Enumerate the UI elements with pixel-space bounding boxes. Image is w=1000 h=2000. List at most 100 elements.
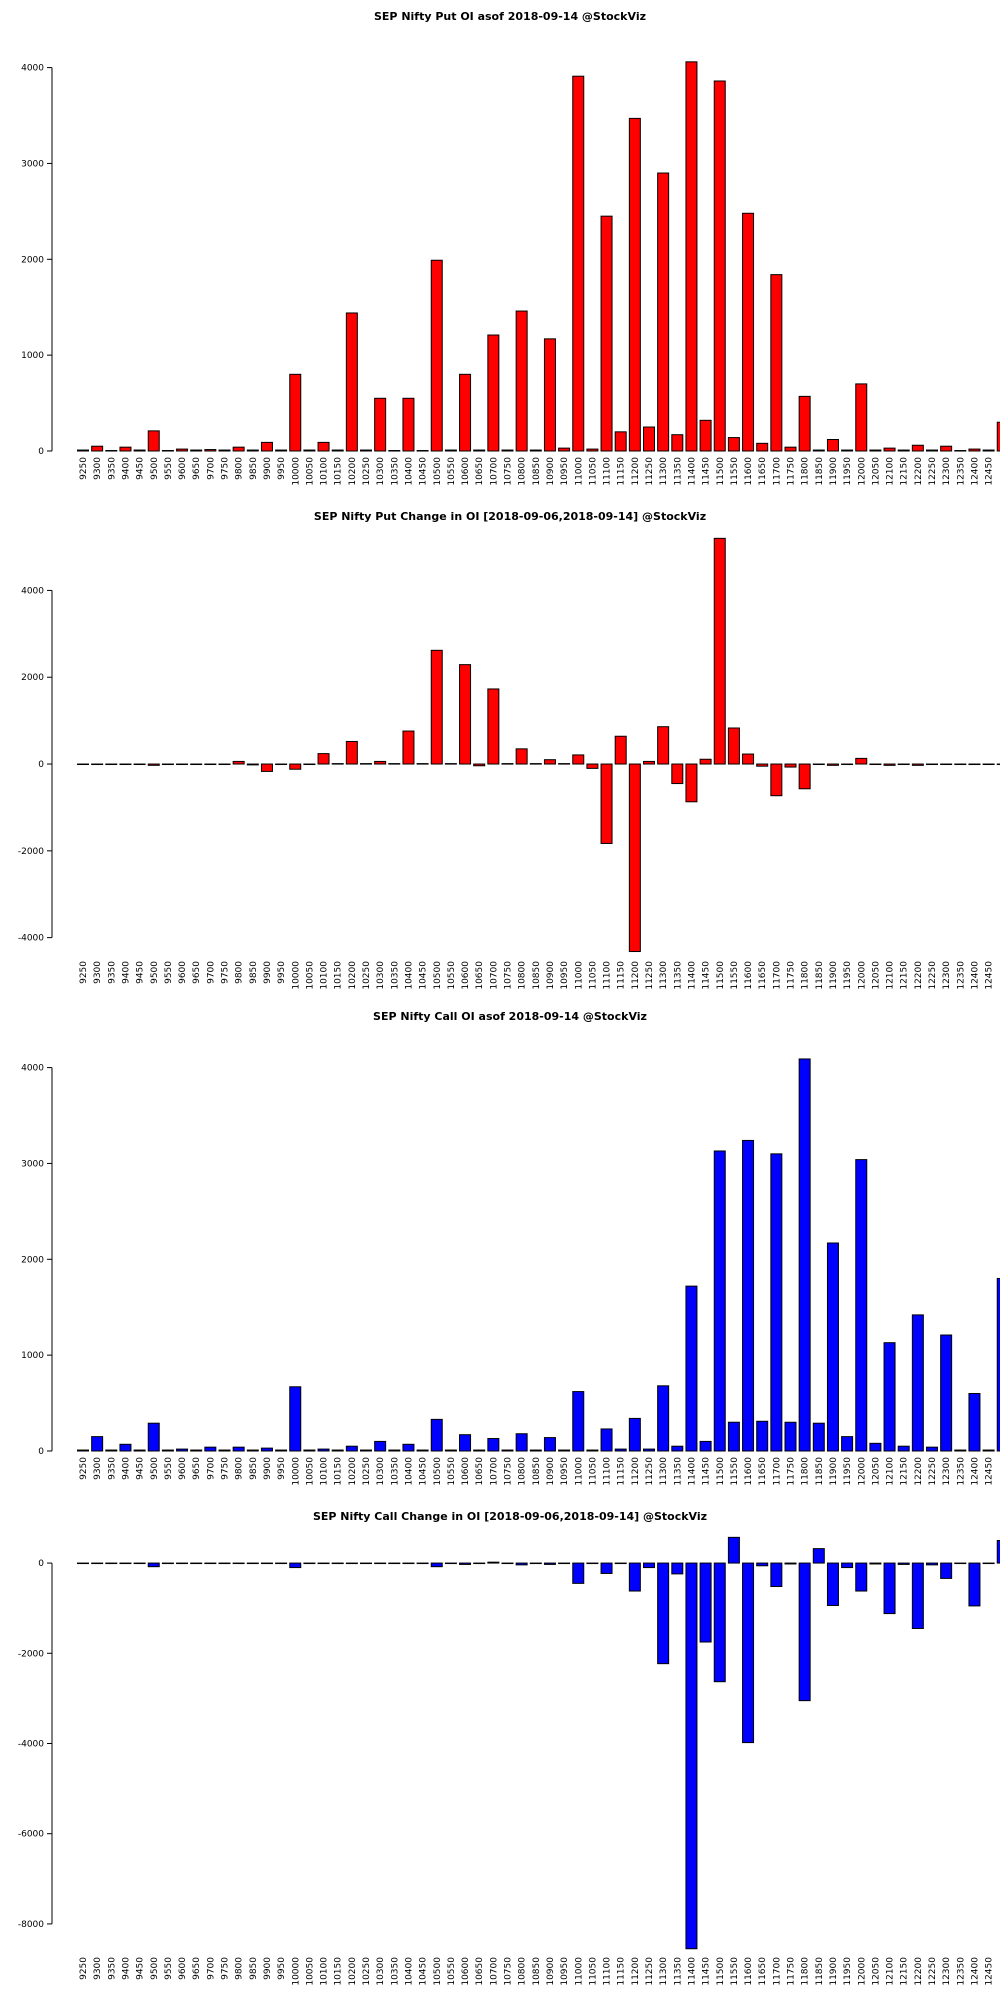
bar	[374, 397, 387, 452]
x-tick-label: 9450	[136, 1957, 146, 1980]
x-tick-label: 11500	[716, 1457, 726, 1486]
x-tick-label: 11950	[843, 457, 853, 486]
x-tick-label: 9600	[178, 1457, 188, 1480]
bar	[699, 419, 712, 452]
y-tick-label: -8000	[18, 1920, 44, 1930]
bar	[388, 450, 401, 452]
x-tick-label: 10950	[560, 1457, 570, 1486]
x-tick-label: 12400	[970, 1457, 980, 1486]
x-tick-label: 9250	[79, 1457, 89, 1480]
bar	[968, 763, 981, 766]
bar	[360, 1449, 372, 1452]
bar	[444, 1562, 457, 1565]
x-tick-label: 10200	[348, 1957, 358, 1986]
bar	[501, 763, 514, 765]
x-tick-label: 10550	[447, 1457, 457, 1486]
bar	[657, 726, 670, 765]
y-tick-label: 4000	[21, 64, 44, 74]
x-tick-label: 10700	[489, 961, 499, 990]
x-tick-label: 11050	[588, 457, 598, 486]
x-tick-label: 11150	[617, 1957, 627, 1986]
x-tick-label: 9350	[107, 1457, 117, 1480]
x-tick-label: 12450	[985, 457, 995, 486]
x-tick-label: 9250	[79, 961, 89, 984]
bar	[869, 1562, 882, 1565]
y-tick-label: -4000	[18, 934, 44, 944]
x-tick-label: 9500	[150, 457, 160, 480]
x-tick-label: 9500	[150, 961, 160, 984]
bar	[628, 117, 641, 452]
x-tick-label: 11750	[787, 1457, 797, 1486]
bar	[812, 1422, 825, 1452]
bar	[218, 449, 231, 452]
x-tick-label: 11350	[673, 457, 683, 486]
bar	[430, 259, 443, 452]
x-tick-label: 11950	[843, 1457, 853, 1486]
bar	[388, 1562, 401, 1565]
x-tick-label: 12000	[857, 1457, 867, 1486]
x-tick-label: 11600	[744, 961, 754, 990]
x-tick-label: 9950	[277, 457, 287, 480]
x-tick-label: 12050	[871, 1957, 881, 1986]
x-tick-label: 9450	[136, 457, 146, 480]
chart-title: SEP Nifty Call OI asof 2018-09-14 @Stock…	[373, 1010, 647, 1023]
bar	[289, 1562, 302, 1569]
bar	[600, 1562, 613, 1574]
x-tick-label: 11200	[631, 1457, 641, 1486]
x-tick-label: 10300	[376, 457, 386, 486]
bar	[260, 441, 273, 452]
x-tick-label: 11450	[702, 1957, 712, 1986]
bar	[430, 649, 443, 765]
bar	[926, 1446, 938, 1452]
bar	[784, 1562, 797, 1565]
y-tick-label: 4000	[21, 1064, 44, 1074]
x-tick-label: 10900	[546, 1457, 556, 1486]
x-tick-label: 10850	[532, 961, 542, 990]
bar	[826, 1562, 839, 1606]
x-tick-label: 11250	[645, 961, 655, 990]
bar	[303, 449, 316, 452]
bar	[727, 1536, 740, 1564]
x-tick-label: 10750	[504, 1957, 514, 1986]
bar	[841, 449, 854, 452]
bar	[402, 397, 415, 452]
x-tick-label: 10800	[518, 1457, 528, 1486]
x-tick-label: 9400	[121, 1957, 131, 1980]
y-tick-label: -6000	[18, 1830, 44, 1840]
bar	[416, 1449, 429, 1452]
bar	[657, 1385, 670, 1452]
bar	[770, 763, 783, 797]
x-tick-label: 10050	[305, 1457, 315, 1486]
bar	[459, 373, 472, 452]
x-tick-label: 9350	[107, 961, 117, 984]
x-tick-label: 10100	[320, 457, 330, 486]
bar	[600, 1428, 613, 1452]
bar	[147, 430, 160, 452]
bar	[133, 1449, 146, 1452]
x-tick-label: 10600	[461, 457, 471, 486]
bar	[826, 763, 839, 766]
x-tick-label: 10950	[560, 1957, 570, 1986]
x-tick-label: 11600	[744, 1957, 754, 1986]
x-tick-label: 11400	[687, 1457, 697, 1486]
bar	[303, 763, 316, 766]
bar	[812, 763, 825, 766]
x-tick-label: 11550	[730, 1957, 740, 1986]
bar	[77, 1562, 89, 1565]
x-tick-label: 9750	[221, 961, 231, 984]
x-tick-label: 11800	[801, 457, 811, 486]
bar	[147, 1422, 160, 1452]
bar	[713, 537, 726, 765]
bar	[232, 760, 245, 765]
bar	[982, 449, 995, 452]
bar	[430, 1562, 443, 1568]
x-tick-label: 10600	[461, 1957, 471, 1986]
x-tick-label: 10850	[532, 1457, 542, 1486]
bar	[275, 449, 288, 452]
x-tick-label: 12300	[942, 1457, 952, 1486]
x-tick-label: 11550	[730, 1457, 740, 1486]
x-tick-label: 9800	[235, 961, 245, 984]
x-tick-label: 12050	[871, 961, 881, 990]
bar	[897, 1445, 910, 1452]
x-tick-label: 9900	[263, 1957, 273, 1980]
